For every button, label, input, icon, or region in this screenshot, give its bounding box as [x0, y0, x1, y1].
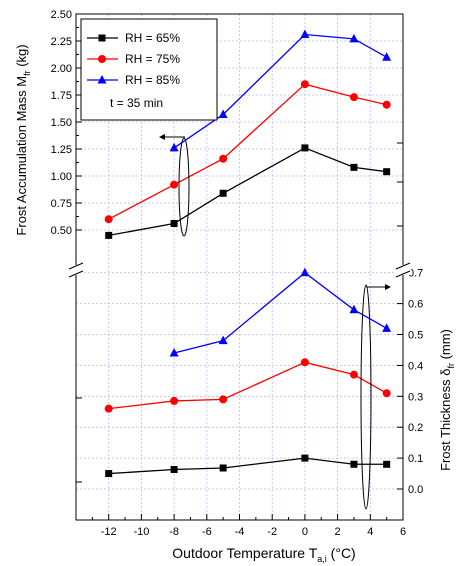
marker-triangle — [218, 109, 228, 118]
series-line — [108, 457, 387, 475]
axis-break-gap — [68, 265, 84, 275]
axes: -12 -10 -8 -6 -4 -2 0 2 4 6 0.50 0.75 1.00 1.25 1.50 1.… — [51, 9, 424, 538]
legend-label: RH = 65% — [125, 31, 180, 45]
marker-circle — [349, 370, 358, 379]
mass-series — [105, 144, 391, 239]
y-left-tick-label: 2.50 — [51, 9, 72, 21]
marker-triangle — [349, 304, 359, 314]
marker-circle — [300, 80, 309, 89]
marker-circle — [219, 395, 228, 404]
marker-square — [301, 454, 309, 462]
y-right-axis-label: Frost Thickness δfr (mm) — [438, 329, 456, 471]
series — [104, 29, 392, 478]
y-right-tick-label: 0.4 — [408, 360, 423, 372]
y-right-tick-label: 0.7 — [408, 268, 423, 280]
marker-square — [105, 470, 113, 478]
series-line — [108, 147, 387, 237]
marker-square — [105, 231, 113, 239]
marker-square — [383, 460, 391, 468]
marker-triangle — [218, 335, 228, 345]
marker-square — [170, 220, 178, 228]
y-left-axis-label: Frost Accumulation Mass Mfr (kg) — [14, 44, 32, 235]
legend: RH = 65% RH = 75% RH = 85% t = 35 min — [80, 18, 218, 121]
marker-circle — [382, 100, 391, 109]
y-left-tick-label: 1.75 — [51, 90, 72, 102]
marker-square — [98, 34, 106, 42]
mass-series — [169, 29, 392, 152]
x-axis-label: Outdoor Temperature Ta,i (°C) — [172, 545, 355, 564]
y-left-tick-label: 0.50 — [51, 225, 72, 237]
marker-square — [170, 466, 178, 474]
y-right-tick-label: 0.3 — [408, 391, 423, 403]
grid — [76, 14, 403, 520]
marker-circle — [170, 396, 179, 405]
marker-circle — [349, 93, 358, 102]
marker-circle — [104, 215, 113, 224]
marker-triangle — [300, 29, 310, 39]
y-left-tick-label: 0.75 — [51, 198, 72, 210]
y-left-tick-label: 1.50 — [51, 117, 72, 129]
mass-group-ellipse — [178, 137, 190, 237]
axis-break-mark — [395, 270, 411, 278]
x-tick-label: 2 — [335, 526, 341, 538]
marker-triangle — [169, 142, 179, 152]
x-tick-label: 0 — [302, 526, 308, 538]
y-left-tick-label: 2.00 — [51, 63, 72, 75]
thickness-series — [104, 358, 391, 413]
thickness-group-ellipse — [360, 284, 372, 510]
marker-circle — [170, 180, 179, 189]
marker-triangle — [349, 33, 359, 43]
marker-circle — [98, 55, 106, 63]
x-tick-label: -10 — [133, 526, 149, 538]
marker-square — [383, 168, 391, 176]
marker-circle — [300, 358, 309, 367]
x-tick-label: -8 — [169, 526, 179, 538]
y-right-tick-label: 0.2 — [408, 422, 423, 434]
marker-circle — [219, 154, 228, 163]
annotations — [159, 134, 391, 510]
x-tick-label: -6 — [202, 526, 212, 538]
series-line — [108, 361, 387, 410]
series-line — [108, 83, 387, 220]
x-tick-label: 6 — [400, 526, 406, 538]
marker-triangle — [300, 267, 310, 277]
y-right-tick-label: 0.1 — [408, 453, 423, 465]
marker-square — [219, 464, 227, 472]
thickness-series — [169, 267, 392, 357]
marker-triangle — [382, 323, 392, 332]
x-tick-label: 4 — [367, 526, 373, 538]
axis-break-gap — [395, 265, 411, 275]
marker-square — [301, 144, 309, 152]
axis-break-mark — [68, 270, 84, 278]
marker-triangle — [97, 75, 107, 84]
x-tick-label: -4 — [235, 526, 245, 538]
thickness-series — [105, 454, 391, 478]
x-tick-label: -2 — [267, 526, 277, 538]
axis-break-mark — [395, 262, 411, 270]
legend-label: RH = 75% — [125, 52, 180, 66]
thickness-pointer-arrowhead — [385, 284, 391, 290]
legend-annotation: t = 35 min — [110, 96, 163, 110]
x-tick-label: -12 — [101, 526, 117, 538]
marker-triangle — [169, 348, 179, 357]
y-right-tick-label: 0.6 — [408, 299, 423, 311]
y-left-tick-label: 1.25 — [51, 144, 72, 156]
axis-break-mark — [68, 262, 84, 270]
marker-circle — [104, 404, 113, 413]
mass-series — [104, 80, 391, 224]
marker-square — [350, 163, 358, 171]
mass-pointer-arrowhead — [159, 134, 165, 140]
marker-square — [219, 189, 227, 197]
marker-circle — [382, 389, 391, 398]
y-right-tick-label: 0.5 — [408, 330, 423, 342]
y-left-tick-label: 2.25 — [51, 36, 72, 48]
marker-square — [350, 460, 358, 468]
legend-label: RH = 85% — [125, 73, 180, 87]
marker-triangle — [382, 52, 392, 61]
y-right-tick-label: 0.0 — [408, 484, 423, 496]
y-left-tick-label: 1.00 — [51, 171, 72, 183]
